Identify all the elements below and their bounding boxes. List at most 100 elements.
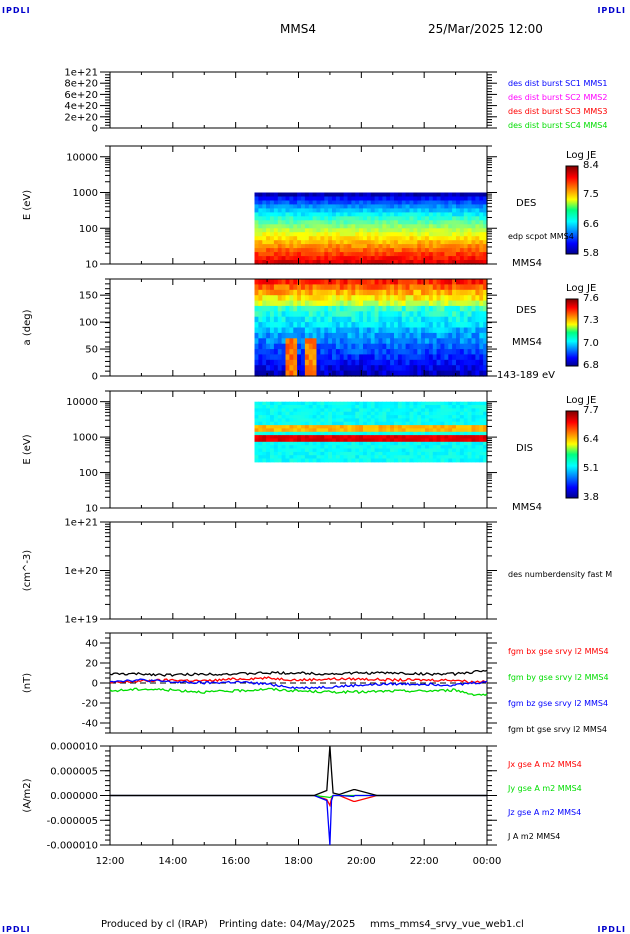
heatmap-cell xyxy=(394,435,399,439)
heatmap-cell xyxy=(332,425,337,429)
heatmap-cell xyxy=(293,435,298,439)
heatmap-cell xyxy=(417,438,422,443)
heatmap-cell xyxy=(366,248,372,253)
heatmap-cell xyxy=(409,455,414,460)
heatmap-cell xyxy=(301,418,306,423)
heatmap-cell xyxy=(363,425,368,429)
heatmap-cell xyxy=(277,208,283,213)
heatmap-cell xyxy=(452,316,457,323)
heatmap-cell xyxy=(304,244,310,249)
heatmap-cell xyxy=(386,192,391,198)
heatmap-cell xyxy=(320,343,325,350)
heatmap-cell xyxy=(343,425,349,429)
heatmap-cell xyxy=(254,224,259,229)
heatmap-cell xyxy=(382,260,387,265)
heatmap-cell xyxy=(363,441,368,446)
heatmap-cell xyxy=(425,244,430,249)
heatmap-cell xyxy=(363,295,368,302)
heatmap-cell xyxy=(312,200,318,206)
colorbar-tick-label: 7.0 xyxy=(583,337,599,349)
heatmap-cell xyxy=(347,415,352,419)
colorbar-tick-label: 7.3 xyxy=(583,315,599,327)
heatmap-cell xyxy=(308,236,314,241)
heatmap-cell xyxy=(355,370,360,377)
heatmap-cell xyxy=(448,300,453,307)
heatmap-cell xyxy=(475,236,480,241)
heatmap-cell xyxy=(359,431,364,436)
heatmap-cell xyxy=(277,256,283,261)
heatmap-cell xyxy=(401,354,407,361)
heatmap-cell xyxy=(258,445,263,450)
heatmap-cell xyxy=(479,220,484,225)
heatmap-cell xyxy=(273,418,279,423)
heatmap-cell xyxy=(479,284,484,291)
heatmap-cell xyxy=(394,408,399,413)
heatmap-cell xyxy=(328,451,333,456)
heatmap-cell xyxy=(475,252,480,257)
heatmap-cell xyxy=(270,236,275,241)
heatmap-cell xyxy=(351,248,356,253)
heatmap-cell xyxy=(459,425,465,429)
heatmap-cell xyxy=(312,408,318,413)
heatmap-cell xyxy=(343,240,349,245)
heatmap-cell xyxy=(262,332,267,339)
heatmap-cell xyxy=(386,405,391,409)
heatmap-cell xyxy=(332,421,337,426)
heatmap-cell xyxy=(401,232,407,237)
heatmap-cell xyxy=(471,354,476,361)
heatmap-cell xyxy=(378,248,383,253)
heatmap-cell xyxy=(401,305,407,312)
heatmap-cell xyxy=(382,216,387,221)
heatmap-cell xyxy=(479,408,484,413)
heatmap-cell xyxy=(378,216,383,221)
heatmap-cell xyxy=(413,428,418,433)
heatmap-cell xyxy=(382,425,387,429)
heatmap-cell xyxy=(475,431,480,436)
heatmap-cell xyxy=(270,244,275,249)
heatmap-cell xyxy=(320,212,325,217)
heatmap-cell xyxy=(394,248,399,253)
heatmap-cell xyxy=(448,252,453,257)
heatmap-cell xyxy=(421,232,426,237)
heatmap-cell xyxy=(339,279,345,285)
heatmap-cell xyxy=(467,220,473,225)
heatmap-cell xyxy=(343,451,349,456)
heatmap-cell xyxy=(332,435,337,439)
heatmap-cell xyxy=(456,279,461,285)
heatmap-cell xyxy=(332,252,337,257)
heatmap-cell xyxy=(262,305,267,312)
heatmap-cell xyxy=(335,415,341,419)
heatmap-cell xyxy=(366,354,372,361)
heatmap-cell xyxy=(432,300,438,307)
heatmap-cell xyxy=(432,295,438,302)
heatmap-cell xyxy=(254,458,259,463)
heatmap-cell xyxy=(258,204,263,209)
heatmap-cell xyxy=(374,441,380,446)
heatmap-cell xyxy=(440,208,445,213)
heatmap-cell xyxy=(277,354,283,361)
heatmap-cell xyxy=(324,322,329,329)
heatmap-cell xyxy=(301,224,306,229)
heatmap-cell xyxy=(436,311,442,318)
heatmap-cell xyxy=(483,196,488,202)
heatmap-cell xyxy=(293,458,298,463)
heatmap-cell xyxy=(417,431,422,436)
heatmap-cell xyxy=(390,316,395,323)
heatmap-cell xyxy=(459,327,465,334)
heatmap-cell xyxy=(382,244,387,249)
heatmap-cell xyxy=(479,252,484,257)
heatmap-cell xyxy=(332,311,337,318)
heatmap-cell xyxy=(413,284,418,291)
heatmap-cell xyxy=(281,216,287,221)
heatmap-cell xyxy=(289,322,294,329)
heatmap-cell xyxy=(320,236,325,241)
heatmap-cell xyxy=(471,240,476,245)
heatmap-cell xyxy=(459,289,465,296)
heatmap-cell xyxy=(390,240,395,245)
heatmap-cell xyxy=(351,411,356,416)
heatmap-cell xyxy=(456,405,461,409)
heatmap-cell xyxy=(386,441,391,446)
heatmap-cell xyxy=(320,311,325,318)
heatmap-cell xyxy=(425,359,430,366)
series-line xyxy=(109,669,488,677)
